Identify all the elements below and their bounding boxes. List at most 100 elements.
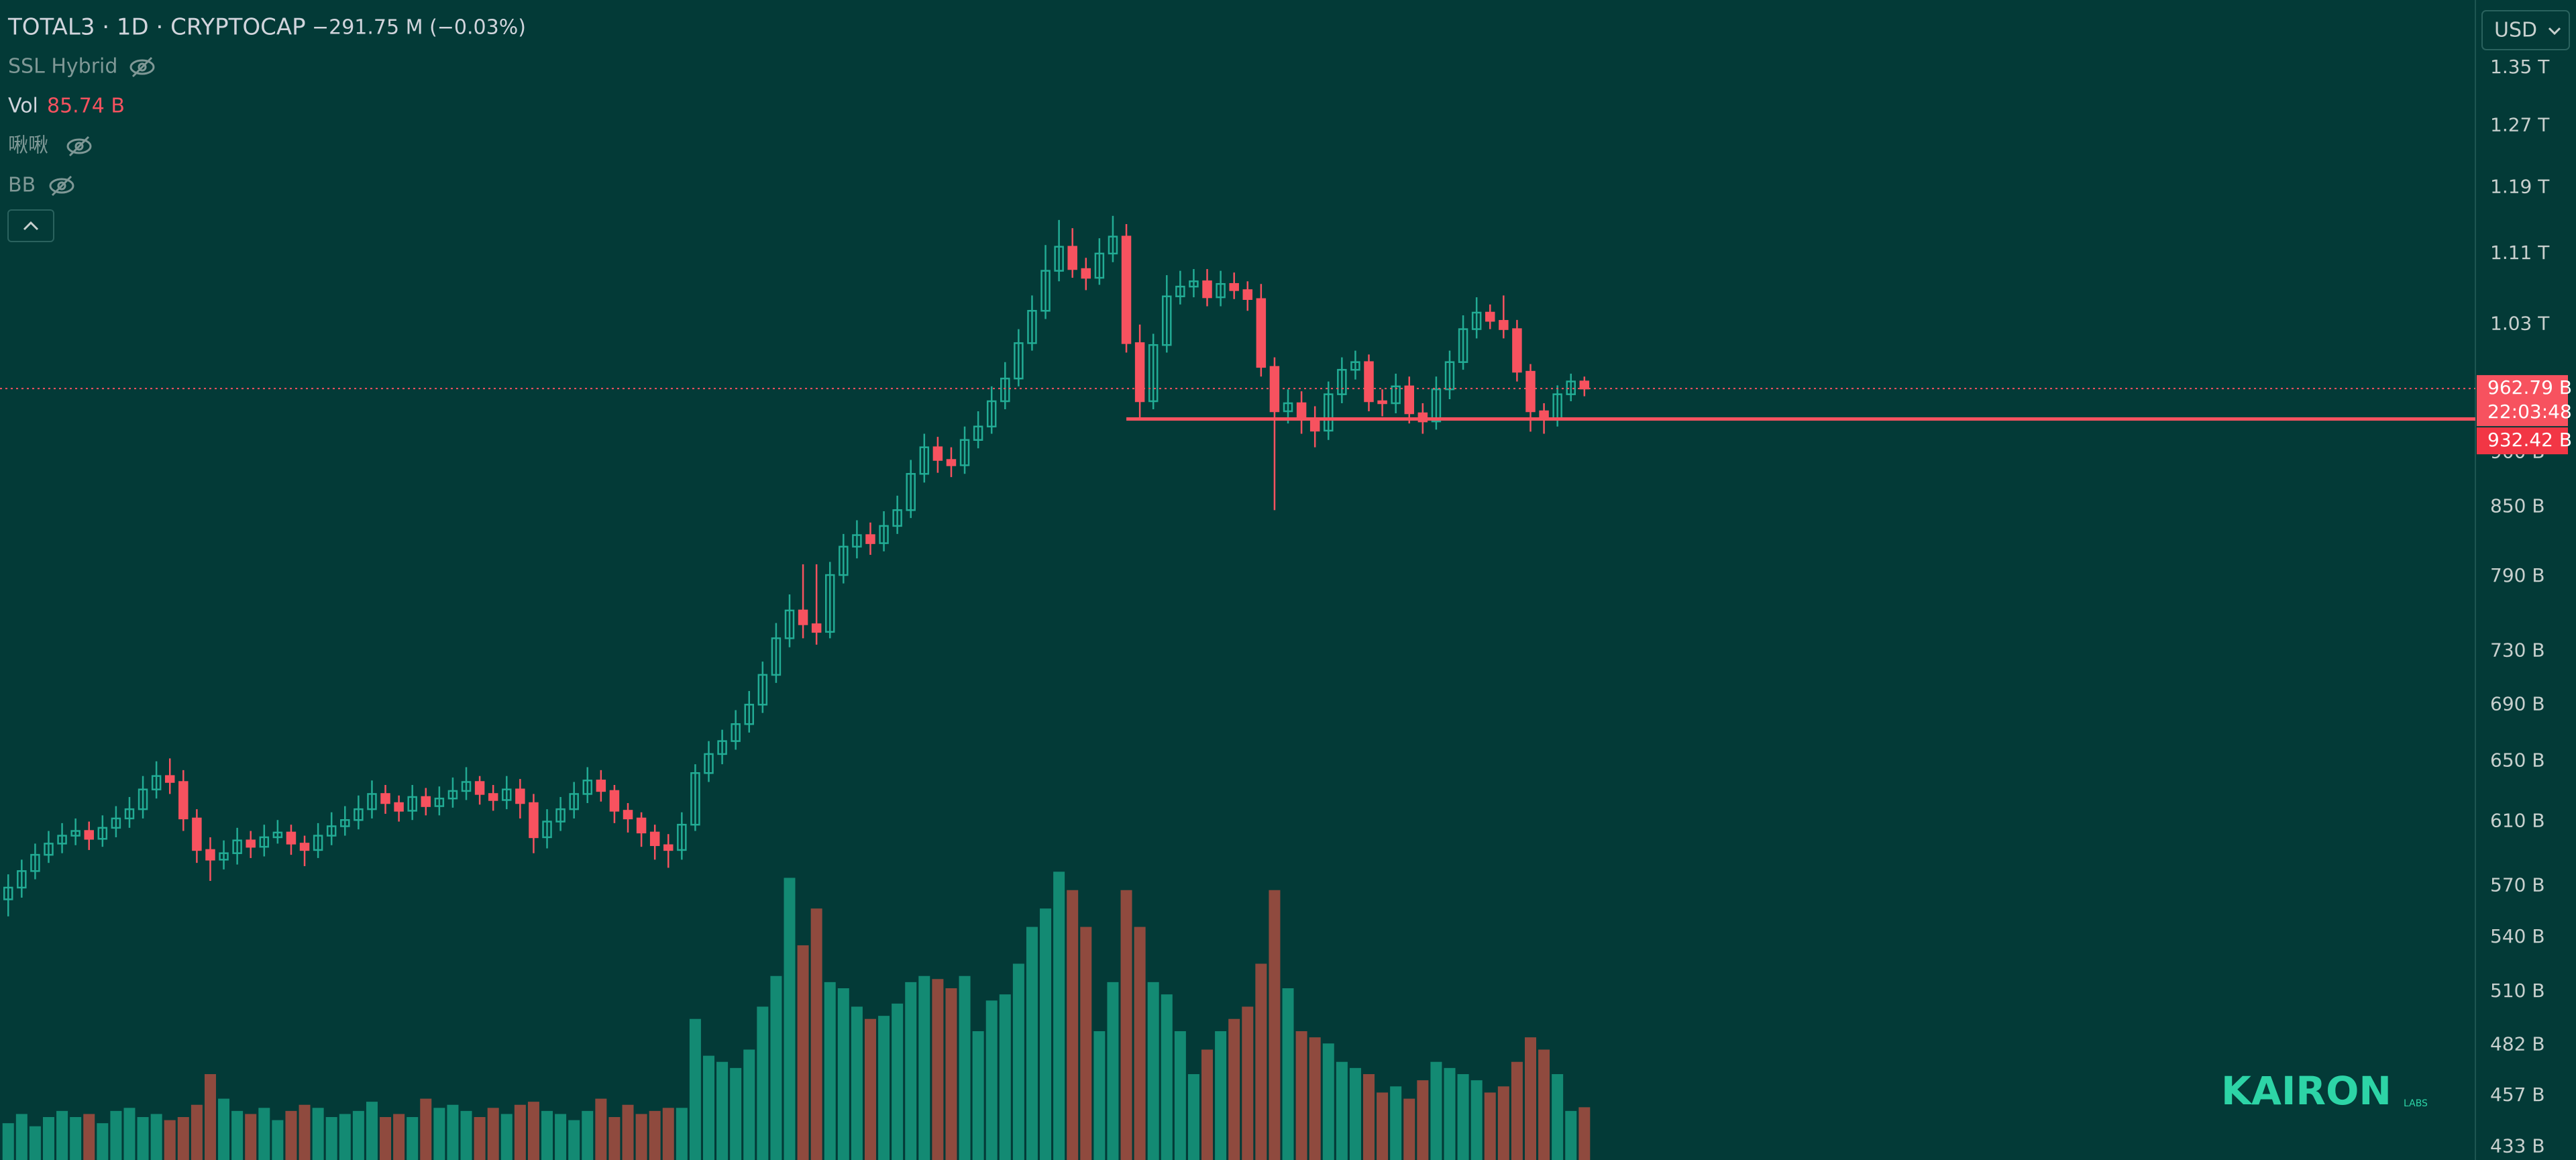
- candle-body: [1324, 393, 1334, 432]
- y-tick-label: 1.35 T: [2490, 56, 2550, 78]
- indicator-name: BB: [8, 174, 36, 197]
- candle-body: [1391, 385, 1401, 405]
- volume-bar: [258, 1108, 270, 1160]
- candle-body: [973, 425, 983, 441]
- volume-bar: [1497, 1086, 1509, 1160]
- candle-body: [1242, 289, 1253, 301]
- y-tick-label: 730 B: [2490, 639, 2545, 662]
- volume-bar: [2, 1123, 14, 1160]
- volume-bar: [15, 1114, 28, 1160]
- eye-icon[interactable]: [66, 136, 92, 157]
- volume-bar: [702, 1055, 714, 1160]
- collapse-button[interactable]: [7, 209, 54, 242]
- volume-bar: [191, 1104, 203, 1160]
- y-tick-label: 1.11 T: [2490, 242, 2550, 264]
- volume-bar: [1040, 908, 1052, 1160]
- volume-bar: [608, 1117, 621, 1160]
- y-tick-label: 570 B: [2490, 874, 2545, 896]
- volume-bar: [1282, 988, 1294, 1160]
- candle-body: [717, 740, 727, 755]
- candle-body: [959, 439, 970, 466]
- volume-bar: [932, 979, 944, 1160]
- candle-body: [542, 821, 552, 839]
- volume-bar: [1470, 1080, 1483, 1160]
- candle-body: [744, 704, 754, 725]
- candle-body: [1256, 298, 1267, 368]
- volume-bar: [1524, 1037, 1536, 1160]
- eye-icon[interactable]: [129, 56, 155, 78]
- volume-bar: [635, 1114, 647, 1160]
- volume-bar: [1578, 1107, 1591, 1160]
- volume-bar: [42, 1117, 54, 1160]
- y-tick-label: 457 B: [2490, 1084, 2545, 1106]
- volume-bar: [272, 1120, 284, 1160]
- candle-body: [326, 825, 337, 837]
- candle-body: [865, 534, 875, 544]
- volume-bar: [1067, 890, 1079, 1160]
- volume-bar: [784, 878, 796, 1160]
- volume-bar: [824, 982, 836, 1160]
- volume-bar: [797, 945, 809, 1160]
- volume-bar: [622, 1104, 634, 1160]
- candle-body: [1027, 309, 1037, 344]
- volume-bar: [245, 1114, 257, 1160]
- candle-body: [596, 780, 606, 792]
- volume-bar: [1093, 1031, 1106, 1160]
- volume-bar: [447, 1104, 459, 1160]
- volume-bar: [1336, 1061, 1348, 1160]
- volume-bar: [1012, 963, 1024, 1160]
- candle-body: [582, 780, 593, 795]
- candle-body: [299, 843, 310, 851]
- volume-bar: [285, 1110, 297, 1160]
- candle-body: [354, 808, 364, 821]
- candle-body: [771, 637, 782, 676]
- volume-bar: [878, 1016, 890, 1160]
- volume-bar: [1538, 1049, 1550, 1160]
- volume-bar: [649, 1110, 661, 1160]
- volume-bar: [595, 1098, 607, 1160]
- candle-body: [259, 836, 270, 848]
- indicator-name: Vol: [8, 95, 38, 118]
- volume-bar: [582, 1110, 594, 1160]
- candle-body: [529, 802, 539, 839]
- candle-body: [677, 823, 687, 851]
- symbol: TOTAL3 · 1D · CRYPTOCAP: [7, 14, 306, 41]
- volume-bar: [1484, 1092, 1496, 1160]
- y-tick-label: 1.03 T: [2490, 313, 2550, 335]
- volume-bar: [1295, 1031, 1307, 1160]
- candle-body: [852, 534, 862, 548]
- candle-body: [1121, 235, 1132, 344]
- indicator-value: 85.74 B: [47, 95, 125, 118]
- currency-select[interactable]: USD: [2481, 10, 2570, 50]
- candle-body: [946, 459, 957, 466]
- eye-icon[interactable]: [49, 175, 74, 197]
- y-tick-label: 540 B: [2490, 925, 2545, 947]
- volume-bar: [325, 1117, 337, 1160]
- candle-body: [1364, 361, 1374, 403]
- volume-bar: [1201, 1049, 1214, 1160]
- volume-bar: [716, 1061, 729, 1160]
- candle-body: [502, 788, 512, 801]
- volume-bar: [1187, 1074, 1199, 1160]
- candle-body: [1202, 280, 1212, 299]
- candle-body: [1296, 402, 1307, 421]
- volume-bar: [460, 1110, 472, 1160]
- volume-bar: [218, 1098, 230, 1160]
- volume-bar: [757, 1006, 769, 1160]
- volume-bar: [1511, 1061, 1523, 1160]
- volume-bar: [312, 1108, 324, 1160]
- y-tick-label: 690 B: [2490, 692, 2545, 715]
- volume-bar: [1053, 872, 1065, 1160]
- candle-body: [1067, 246, 1077, 270]
- candle-body: [421, 796, 431, 807]
- volume-bar: [150, 1114, 162, 1160]
- volume-bar: [339, 1114, 351, 1160]
- y-tick-label: 650 B: [2490, 749, 2545, 772]
- volume-bar: [56, 1110, 68, 1160]
- candle-body: [555, 808, 566, 823]
- candle-body: [1134, 342, 1145, 403]
- candle-body: [124, 808, 135, 820]
- candle-body: [394, 802, 404, 812]
